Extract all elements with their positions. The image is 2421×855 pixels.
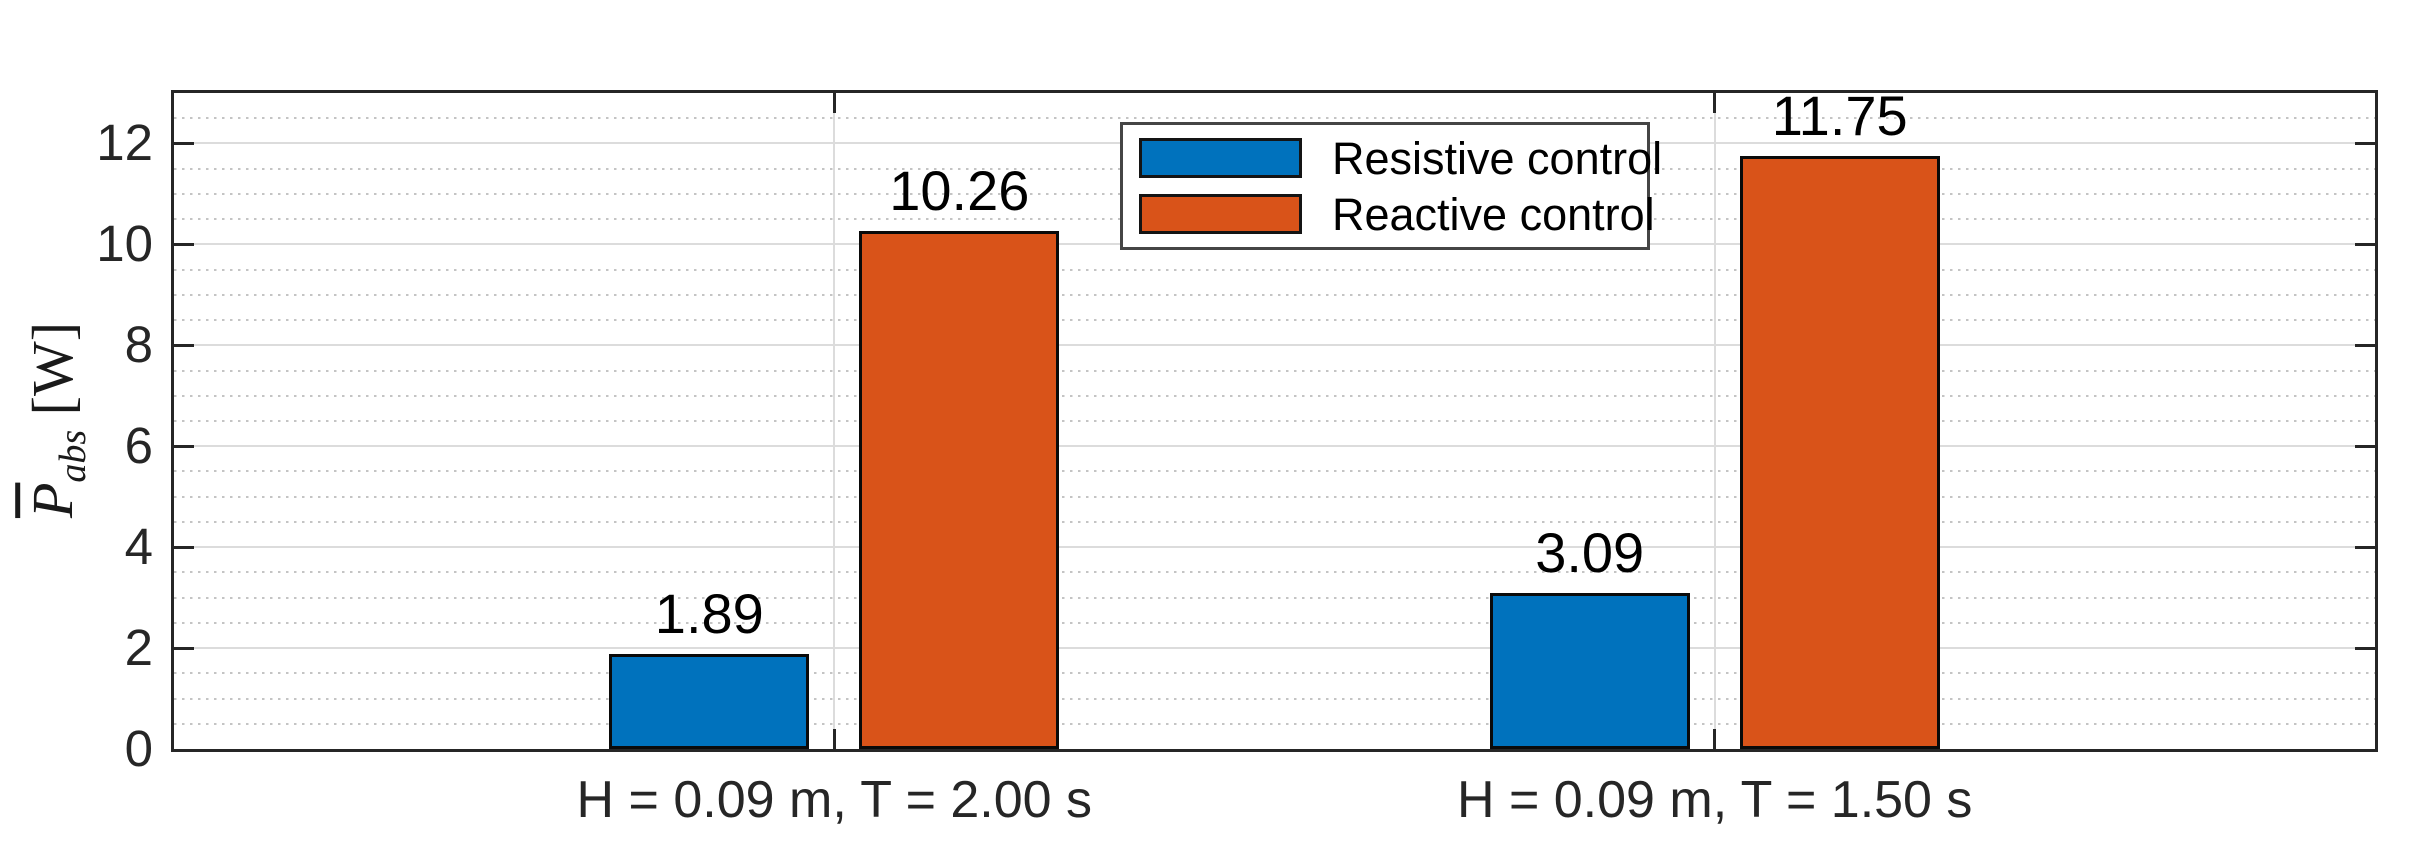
y-tick-left	[174, 141, 194, 145]
major-gridline	[174, 647, 2375, 650]
minor-gridline	[174, 319, 2375, 322]
bar-value-label: 11.75	[1771, 84, 1908, 148]
minor-gridline	[174, 117, 2375, 120]
minor-gridline	[174, 672, 2375, 675]
ylabel-subscript: abs	[51, 429, 94, 483]
y-tick-left	[174, 545, 194, 549]
legend-swatch-resistive-control	[1139, 138, 1302, 178]
legend: Resistive control Reactive control	[1120, 122, 1662, 250]
x-tick-bottom	[832, 729, 836, 749]
y-tick-left	[174, 242, 194, 246]
bar-resistive-control	[1489, 593, 1690, 749]
major-gridline	[174, 344, 2375, 347]
minor-gridline	[174, 495, 2375, 498]
x-tick-label: H = 0.09 m, T = 1.50 s	[1456, 771, 1973, 829]
minor-gridline	[174, 470, 2375, 473]
y-tick-label: 6	[124, 417, 153, 475]
legend-row: Reactive control	[1139, 192, 1655, 237]
major-gridline	[174, 445, 2375, 448]
y-tick-label: 0	[124, 720, 153, 777]
legend-entry-label: Resistive control	[1332, 132, 1663, 184]
minor-gridline	[174, 571, 2375, 574]
bar-value-label: 1.89	[654, 581, 764, 645]
x-tick-top	[1713, 93, 1717, 113]
y-tick-left	[174, 343, 194, 347]
minor-gridline	[174, 621, 2375, 624]
legend-entry-label: Reactive control	[1332, 188, 1655, 240]
y-tick-label: 10	[96, 215, 153, 273]
bar-reactive-control	[1739, 156, 1940, 749]
minor-gridline	[174, 293, 2375, 296]
minor-gridline	[174, 520, 2375, 523]
bar-value-label: 3.09	[1535, 521, 1645, 585]
y-tick-right	[2355, 343, 2375, 347]
minor-gridline	[174, 722, 2375, 725]
bar-reactive-control	[859, 231, 1060, 749]
vertical-gridline	[833, 93, 836, 749]
legend-swatch-reactive-control	[1139, 194, 1302, 234]
tick-layer	[174, 93, 2375, 749]
minor-gridline	[174, 596, 2375, 599]
ylabel-symbol: P	[20, 482, 86, 519]
y-tick-label: 4	[124, 518, 153, 576]
y-tick-right	[2355, 646, 2375, 650]
x-tick-top	[832, 93, 836, 113]
x-tick-label: H = 0.09 m, T = 2.00 s	[576, 771, 1093, 829]
minor-gridline	[174, 369, 2375, 372]
y-tick-left	[174, 646, 194, 650]
minor-gridline	[174, 697, 2375, 700]
ylabel-unit: [W]	[20, 321, 86, 430]
bar-resistive-control	[609, 653, 810, 749]
vertical-gridline	[1713, 93, 1716, 749]
y-tick-right	[2355, 444, 2375, 448]
y-tick-label: 2	[124, 619, 153, 677]
bar-layer: 1.89 3.09 10.26 11.75	[174, 88, 2375, 749]
y-tick-left	[174, 444, 194, 448]
y-tick-right	[2355, 242, 2375, 246]
x-tick-bottom	[1713, 729, 1717, 749]
y-tick-right	[2355, 545, 2375, 549]
minor-gridline	[174, 268, 2375, 271]
y-tick-label: 12	[96, 114, 153, 172]
y-tick-label: 8	[124, 316, 153, 374]
y-tick-right	[2355, 141, 2375, 145]
bar-value-label: 10.26	[889, 159, 1030, 223]
minor-gridline	[174, 394, 2375, 397]
major-gridline	[174, 546, 2375, 549]
y-axis-label: Pabs [W]	[20, 322, 94, 518]
minor-gridline	[174, 420, 2375, 422]
legend-row: Resistive control	[1139, 136, 1662, 181]
